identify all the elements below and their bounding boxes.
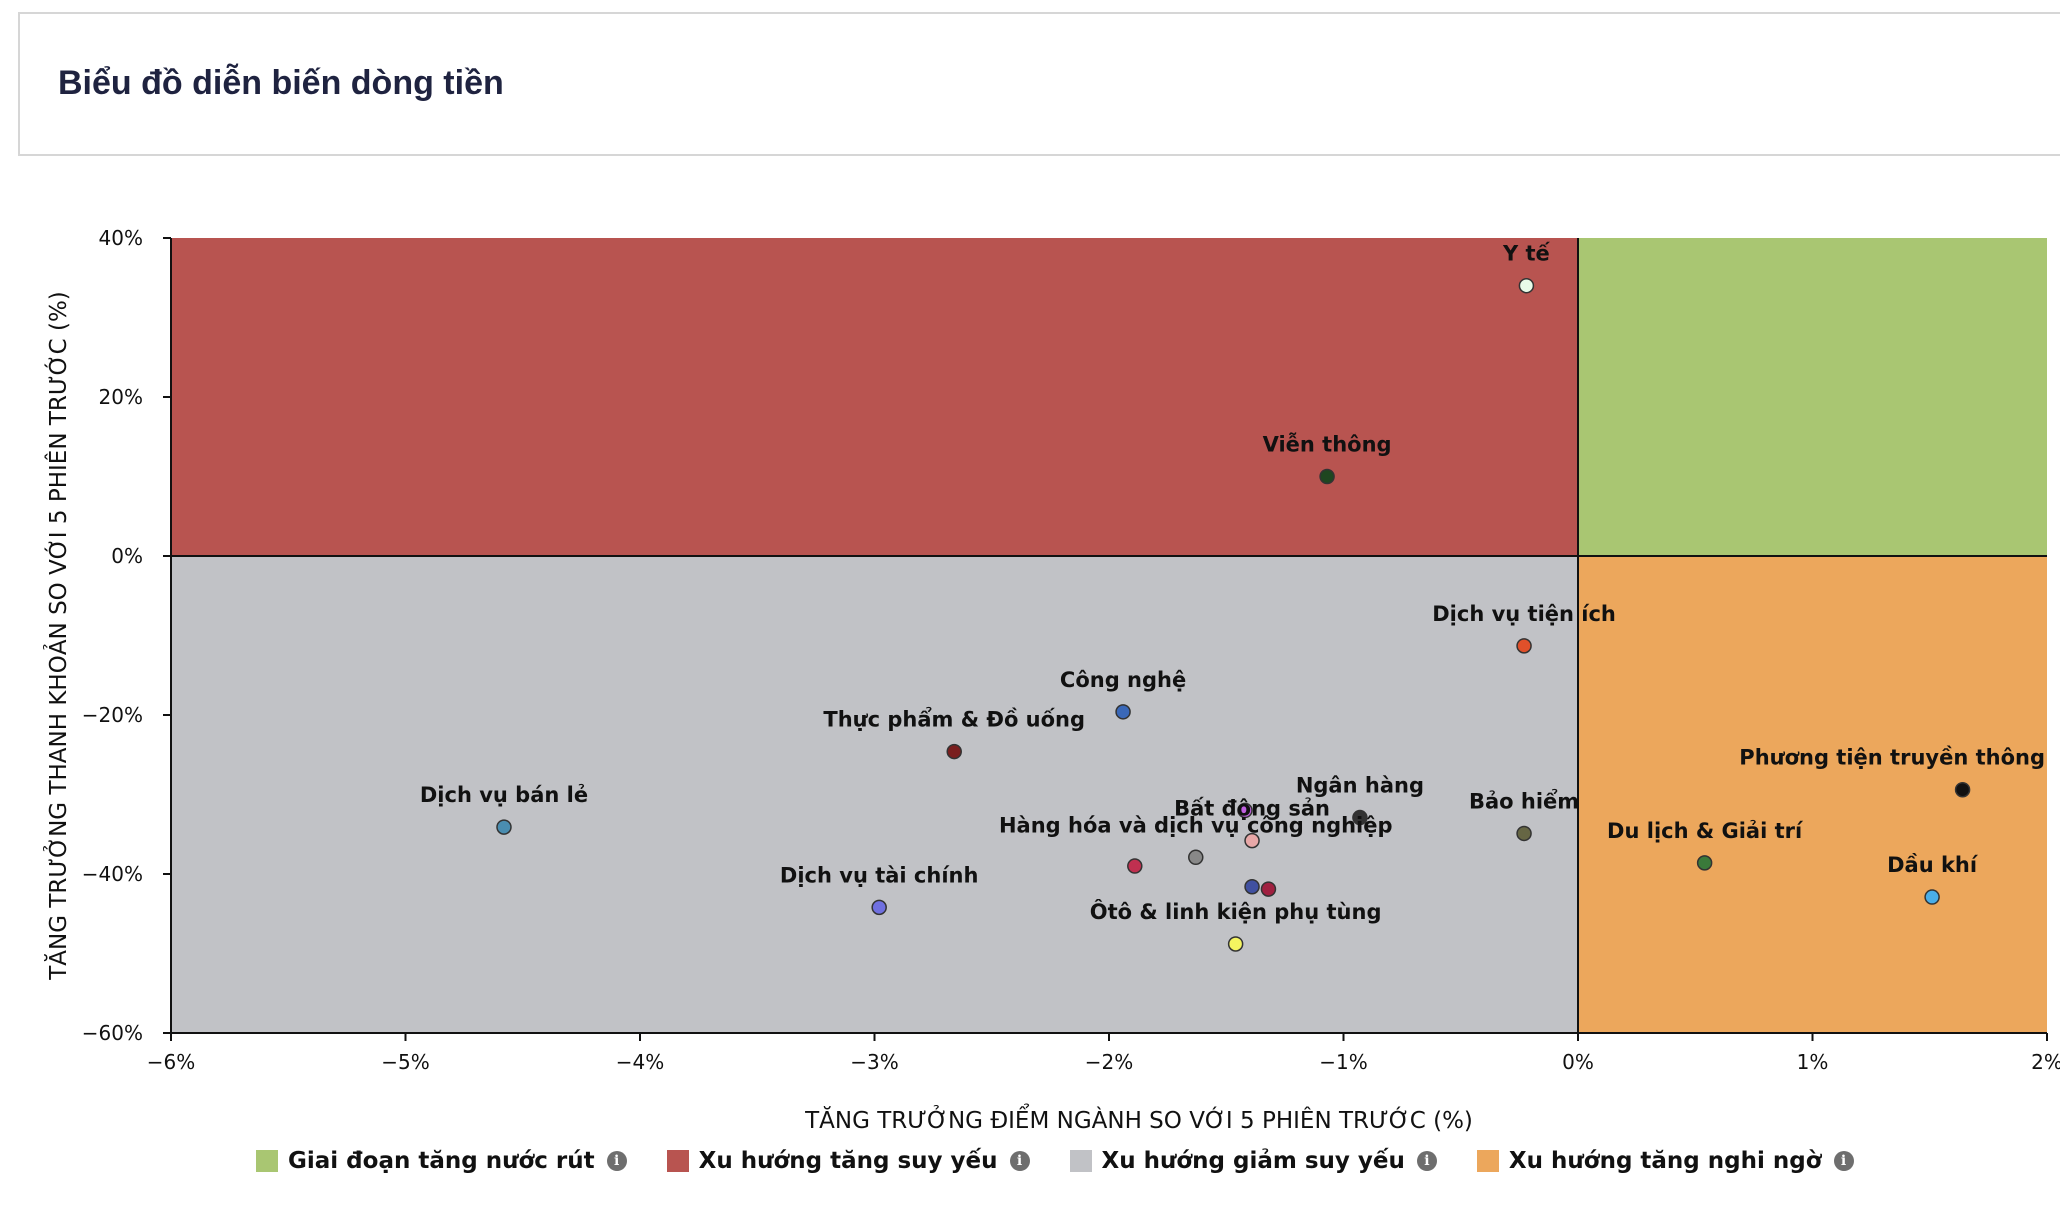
- legend-label: Xu hướng tăng nghi ngờ: [1508, 1148, 1822, 1174]
- data-point[interactable]: [946, 743, 962, 760]
- info-icon[interactable]: i: [1009, 1151, 1030, 1171]
- point-label: Ngân hàng: [1296, 774, 1424, 798]
- info-icon[interactable]: i: [1833, 1151, 1854, 1171]
- data-point[interactable]: [1352, 809, 1368, 826]
- legend-label: Xu hướng giảm suy yếu: [1101, 1148, 1405, 1174]
- legend-item-tang-nuoc-rut[interactable]: Giai đoạn tăng nước rút i: [256, 1148, 627, 1174]
- y-tick-label: 20%: [99, 385, 143, 409]
- quadrant-2: [171, 556, 1578, 1033]
- quadrant-3: [1578, 556, 2047, 1033]
- point-label: Y tế: [1502, 242, 1551, 266]
- info-icon[interactable]: i: [1416, 1151, 1437, 1171]
- legend-swatch: [666, 1150, 689, 1172]
- quadrant-backgrounds: [171, 238, 2047, 1033]
- data-point[interactable]: [1516, 825, 1532, 842]
- info-icon[interactable]: i: [606, 1151, 627, 1171]
- point-label: Du lịch & Giải trí: [1607, 819, 1804, 843]
- data-point[interactable]: [1227, 936, 1244, 952]
- x-tick-label: −1%: [1319, 1050, 1368, 1074]
- legend-item-giam-suy-yeu[interactable]: Xu hướng giảm suy yếu i: [1069, 1148, 1437, 1174]
- point-label: Bảo hiểm: [1469, 788, 1579, 813]
- chart-card: Biểu đồ diễn biến dòng tiền: [18, 12, 2060, 156]
- x-axis-title: TĂNG TRƯỞNG ĐIỂM NGÀNH SO VỚI 5 PHIÊN TR…: [804, 1104, 1473, 1134]
- data-point[interactable]: [1115, 704, 1131, 720]
- point-label: Viễn thông: [1263, 433, 1392, 457]
- data-point[interactable]: [1518, 277, 1535, 294]
- point-labels: Y tế Viễn thông Dịch vụ tiện ích Công nghệ T…: [420, 242, 2045, 924]
- legend-swatch: [1476, 1150, 1499, 1172]
- y-tick-label: −60%: [82, 1021, 143, 1045]
- x-tick-label: −6%: [147, 1050, 196, 1074]
- quadrant-0: [1578, 238, 2047, 556]
- point-label: Phương tiện truyền thông: [1739, 746, 2045, 770]
- point-label: Dầu khí: [1887, 853, 1979, 877]
- x-tick-label: 2%: [2031, 1050, 2060, 1074]
- legend-item-tang-suy-yeu[interactable]: Xu hướng tăng suy yếu i: [666, 1148, 1030, 1174]
- x-tick-label: −5%: [381, 1050, 430, 1074]
- legend-swatch: [1069, 1150, 1092, 1172]
- point-label: Dịch vụ tài chính: [780, 863, 979, 887]
- card-title: Biểu đồ diễn biến dòng tiền: [58, 64, 504, 102]
- data-point[interactable]: [1127, 858, 1143, 874]
- legend-label: Giai đoạn tăng nước rút: [288, 1148, 595, 1174]
- data-point[interactable]: [496, 819, 512, 835]
- x-tick-label: 0%: [1562, 1050, 1594, 1074]
- data-point[interactable]: [1260, 881, 1277, 897]
- legend-label: Xu hướng tăng suy yếu: [698, 1148, 998, 1174]
- data-point[interactable]: [1954, 781, 1971, 798]
- chart-legend: Giai đoạn tăng nước rút i Xu hướng tăng …: [256, 1148, 1894, 1174]
- point-label: Công nghệ: [1060, 668, 1186, 692]
- data-point[interactable]: [1188, 849, 1204, 866]
- quadrant-1: [171, 238, 1578, 556]
- x-tick-label: 1%: [1797, 1050, 1829, 1074]
- point-label: Ôtô & linh kiện phụ tùng: [1090, 899, 1382, 924]
- data-point[interactable]: [1924, 889, 1940, 905]
- tick-labels: −6% −5% −4% −3% −2% −1% 0% 1% 2% 40% 20% 0% −20% −40%…: [82, 226, 2060, 1074]
- point-label: Dịch vụ tiện ích: [1432, 602, 1616, 626]
- x-tick-label: −3%: [850, 1050, 899, 1074]
- data-point[interactable]: [1516, 638, 1532, 654]
- y-tick-label: −40%: [82, 862, 143, 886]
- data-point[interactable]: [1696, 855, 1713, 871]
- x-tick-label: −2%: [1085, 1050, 1134, 1074]
- x-tick-label: −4%: [616, 1050, 665, 1074]
- data-point[interactable]: [1244, 878, 1260, 895]
- data-point[interactable]: [1237, 802, 1253, 819]
- y-tick-label: 40%: [99, 226, 143, 250]
- data-points: [496, 277, 1971, 952]
- data-point[interactable]: [871, 899, 887, 916]
- legend-swatch: [256, 1150, 278, 1172]
- data-point[interactable]: [1319, 468, 1335, 485]
- point-label: Hàng hóa và dịch vụ công nghiệp: [999, 813, 1393, 837]
- legend-item-tang-nghi-ngo[interactable]: Xu hướng tăng nghi ngờ i: [1476, 1148, 1854, 1174]
- y-tick-label: −20%: [82, 703, 143, 727]
- point-label: Dịch vụ bán lẻ: [420, 783, 588, 807]
- point-label: Bất động sản: [1174, 797, 1330, 821]
- y-tick-label: 0%: [111, 544, 143, 568]
- y-axis-title: TĂNG TRƯỞNG THANH KHOẢN SO VỚI 5 PHIÊN T…: [43, 291, 72, 981]
- data-point[interactable]: [1244, 832, 1260, 849]
- point-label: Thực phẩm & Đồ uống: [823, 707, 1085, 732]
